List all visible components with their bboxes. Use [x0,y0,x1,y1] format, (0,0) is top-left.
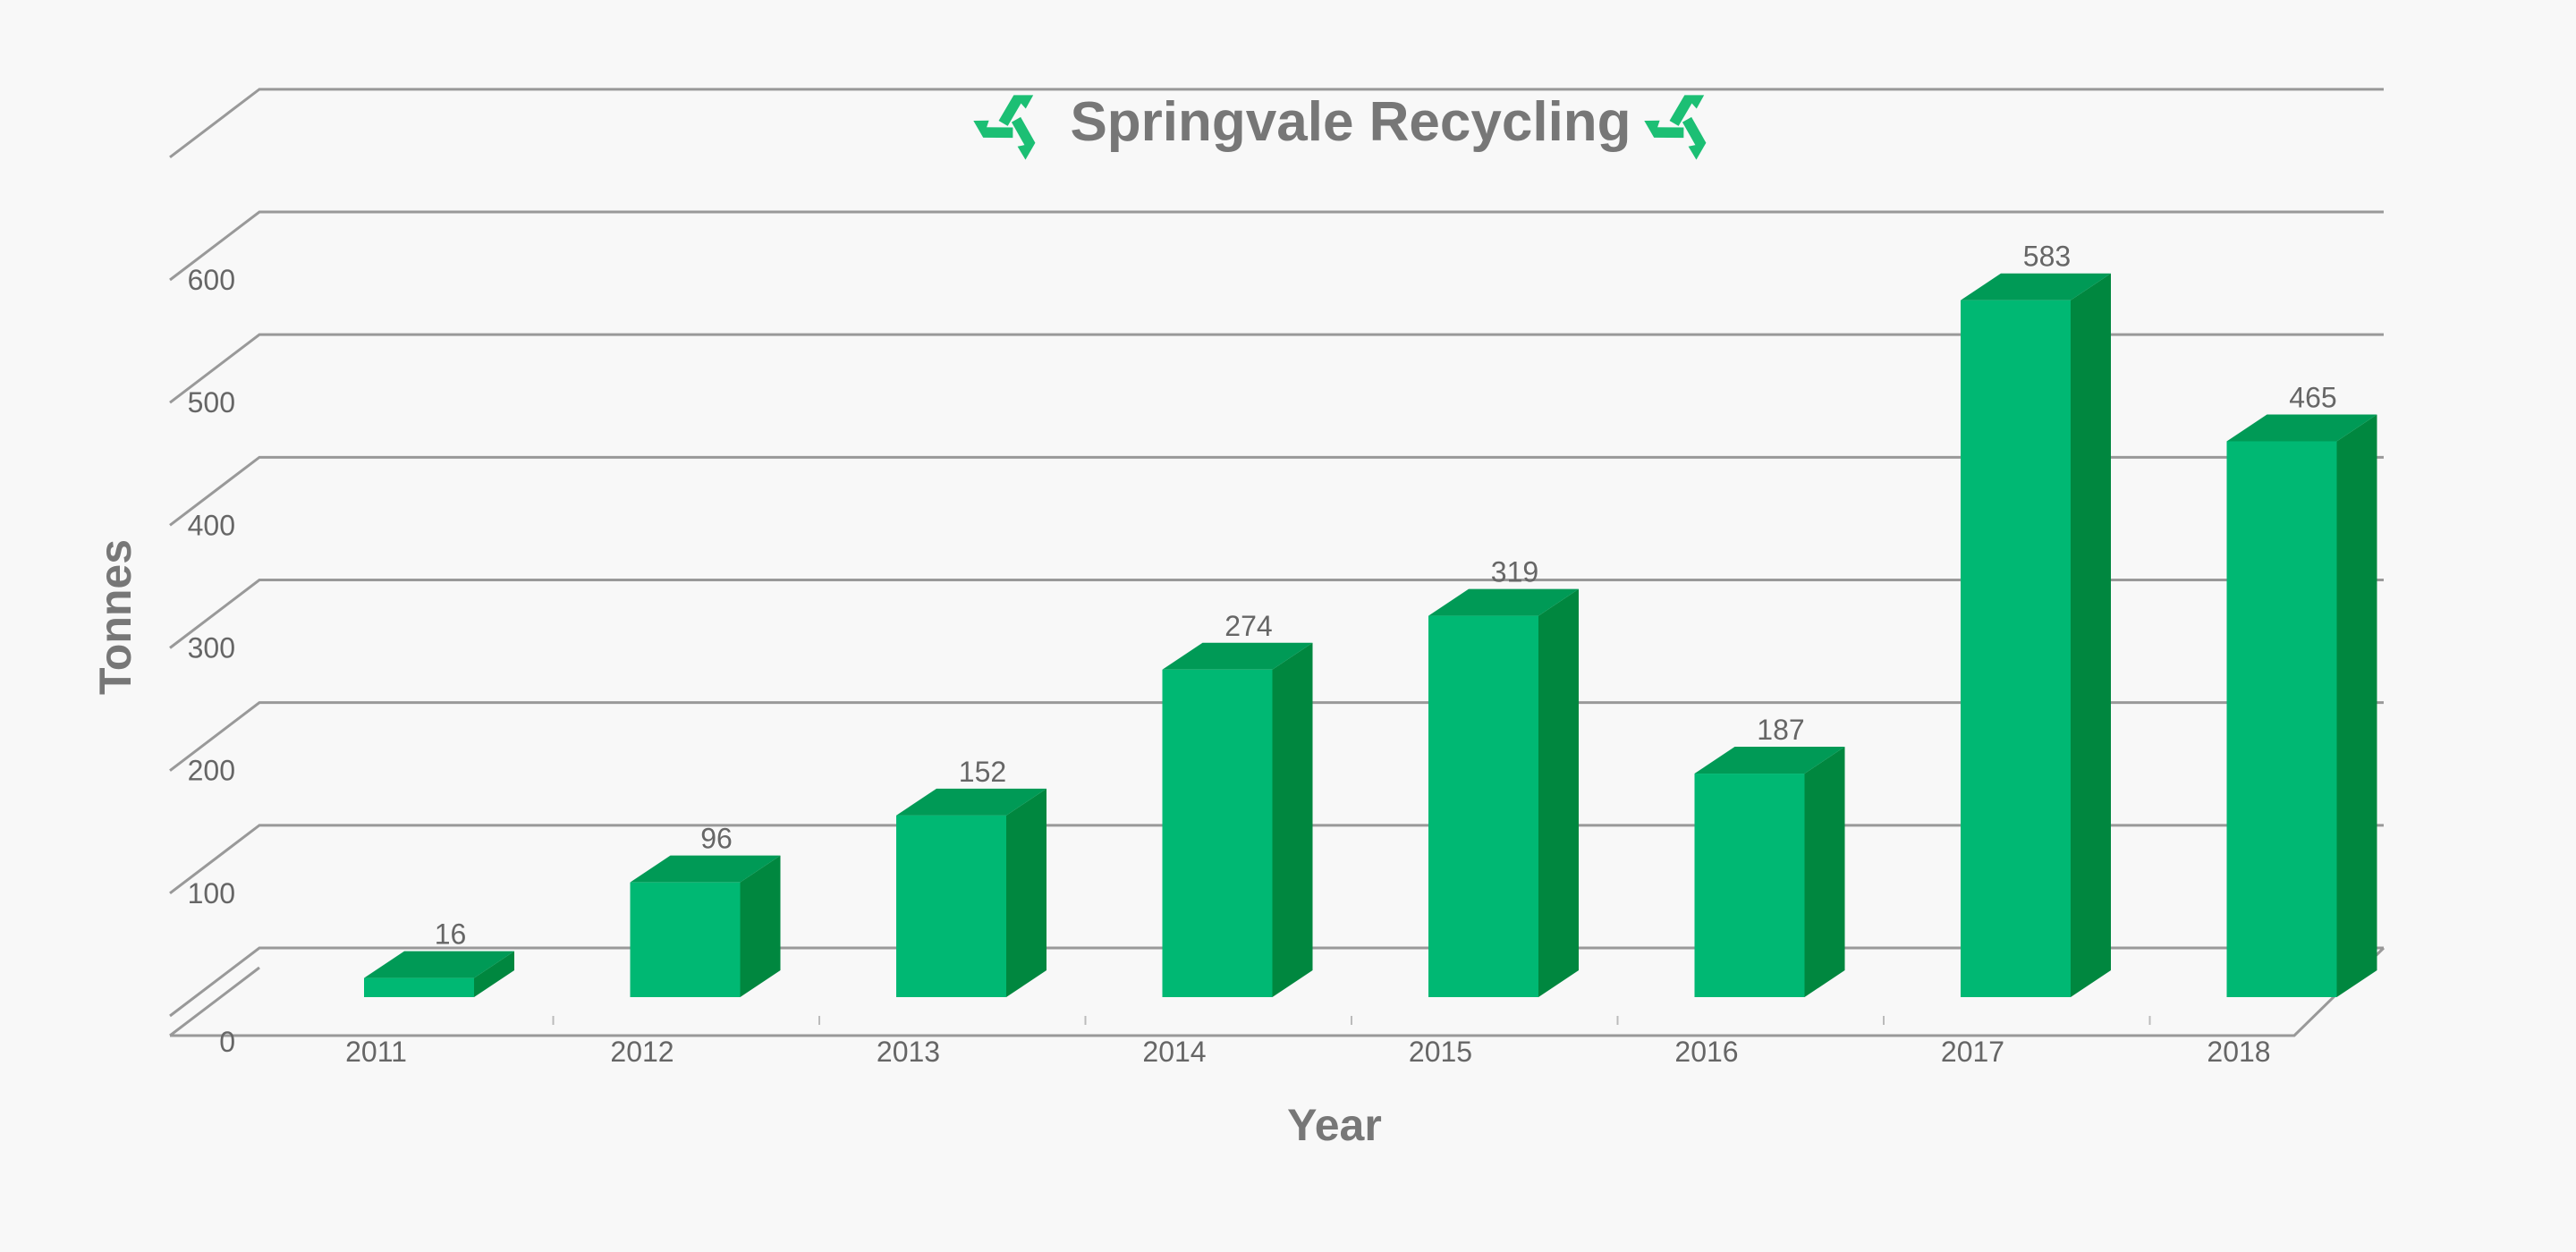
y-tick-label: 400 [188,509,235,541]
y-axis-ticks: 0 100 200 300 400 500 600 [188,264,235,1058]
y-tick-label: 200 [188,755,235,787]
bar-side [1272,642,1313,997]
data-label: 465 [2289,381,2336,413]
x-tick-label: 2012 [610,1036,674,1068]
bar-top [1694,747,1845,774]
bar-side [2071,273,2111,997]
floor-edge-left [169,966,260,1037]
x-tick-label: 2013 [877,1036,940,1068]
data-label: 319 [1491,556,1538,588]
bar-side [1538,588,1579,997]
y-tick-label: 100 [188,877,235,909]
bar-top [364,951,514,978]
bar-side [740,855,781,997]
bar [896,788,1046,997]
x-tick-label: 2017 [1941,1036,2004,1068]
data-label: 96 [700,823,733,855]
bar-front [1961,300,2071,997]
gridline [169,455,2384,527]
y-axis-title: Tonnes [90,539,140,695]
bar [364,951,514,997]
bar-front [1428,615,1538,997]
y-tick-label: 600 [188,264,235,296]
y-tick-label: 0 [219,1026,235,1058]
bar-top [1961,273,2111,300]
bar-top [2226,414,2377,442]
gridline [169,88,2384,159]
bar-side [1006,788,1046,997]
bar [1694,747,1845,997]
data-label: 583 [2023,241,2071,273]
gridline [169,946,2384,1018]
bar [1162,642,1313,997]
bar [1428,588,1579,997]
bar-top [630,855,781,883]
x-axis-title: Year [1287,1100,1382,1150]
data-labels: 16 96 152 274 319 187 583 465 [435,241,2337,951]
y-tick-label: 500 [188,386,235,419]
chart-title: Springvale Recycling [1070,91,1631,153]
data-label: 274 [1224,610,1272,642]
gridline [169,210,2384,282]
bar [630,855,781,997]
bar-front [896,815,1006,997]
recycle-icon [1644,95,1714,159]
bar-front [630,882,741,997]
bar-side [474,951,514,997]
x-tick-label: 2015 [1409,1036,1472,1068]
x-tick-label: 2011 [345,1036,407,1068]
x-tick-label: 2016 [1674,1036,1738,1068]
chart-title-group: Springvale Recycling [973,91,1714,160]
data-label: 16 [435,918,467,951]
x-tick-label: 2018 [2207,1036,2270,1068]
bar-side [1804,747,1845,997]
bar-side [2336,414,2377,997]
gridline [169,579,2384,649]
bar-top [896,788,1046,816]
bar-front [1694,774,1805,997]
bar-front [2226,441,2337,997]
y-tick-label: 300 [188,632,235,664]
x-tick-label: 2014 [1142,1036,1206,1068]
bar [1961,273,2111,997]
bar [2226,414,2377,997]
bar-front [1162,669,1273,997]
data-label: 187 [1757,714,1804,746]
gridline [169,701,2384,772]
gridline [169,824,2384,895]
bar-top [1428,588,1579,616]
bar-top [1162,642,1313,670]
x-axis-ticks: 2011 2012 2013 2014 2015 2016 2017 2018 [345,1016,2271,1068]
bars [364,273,2377,997]
bar-front [364,977,474,997]
recycle-icon [973,95,1043,159]
gridline [169,333,2384,404]
data-label: 152 [959,756,1006,788]
